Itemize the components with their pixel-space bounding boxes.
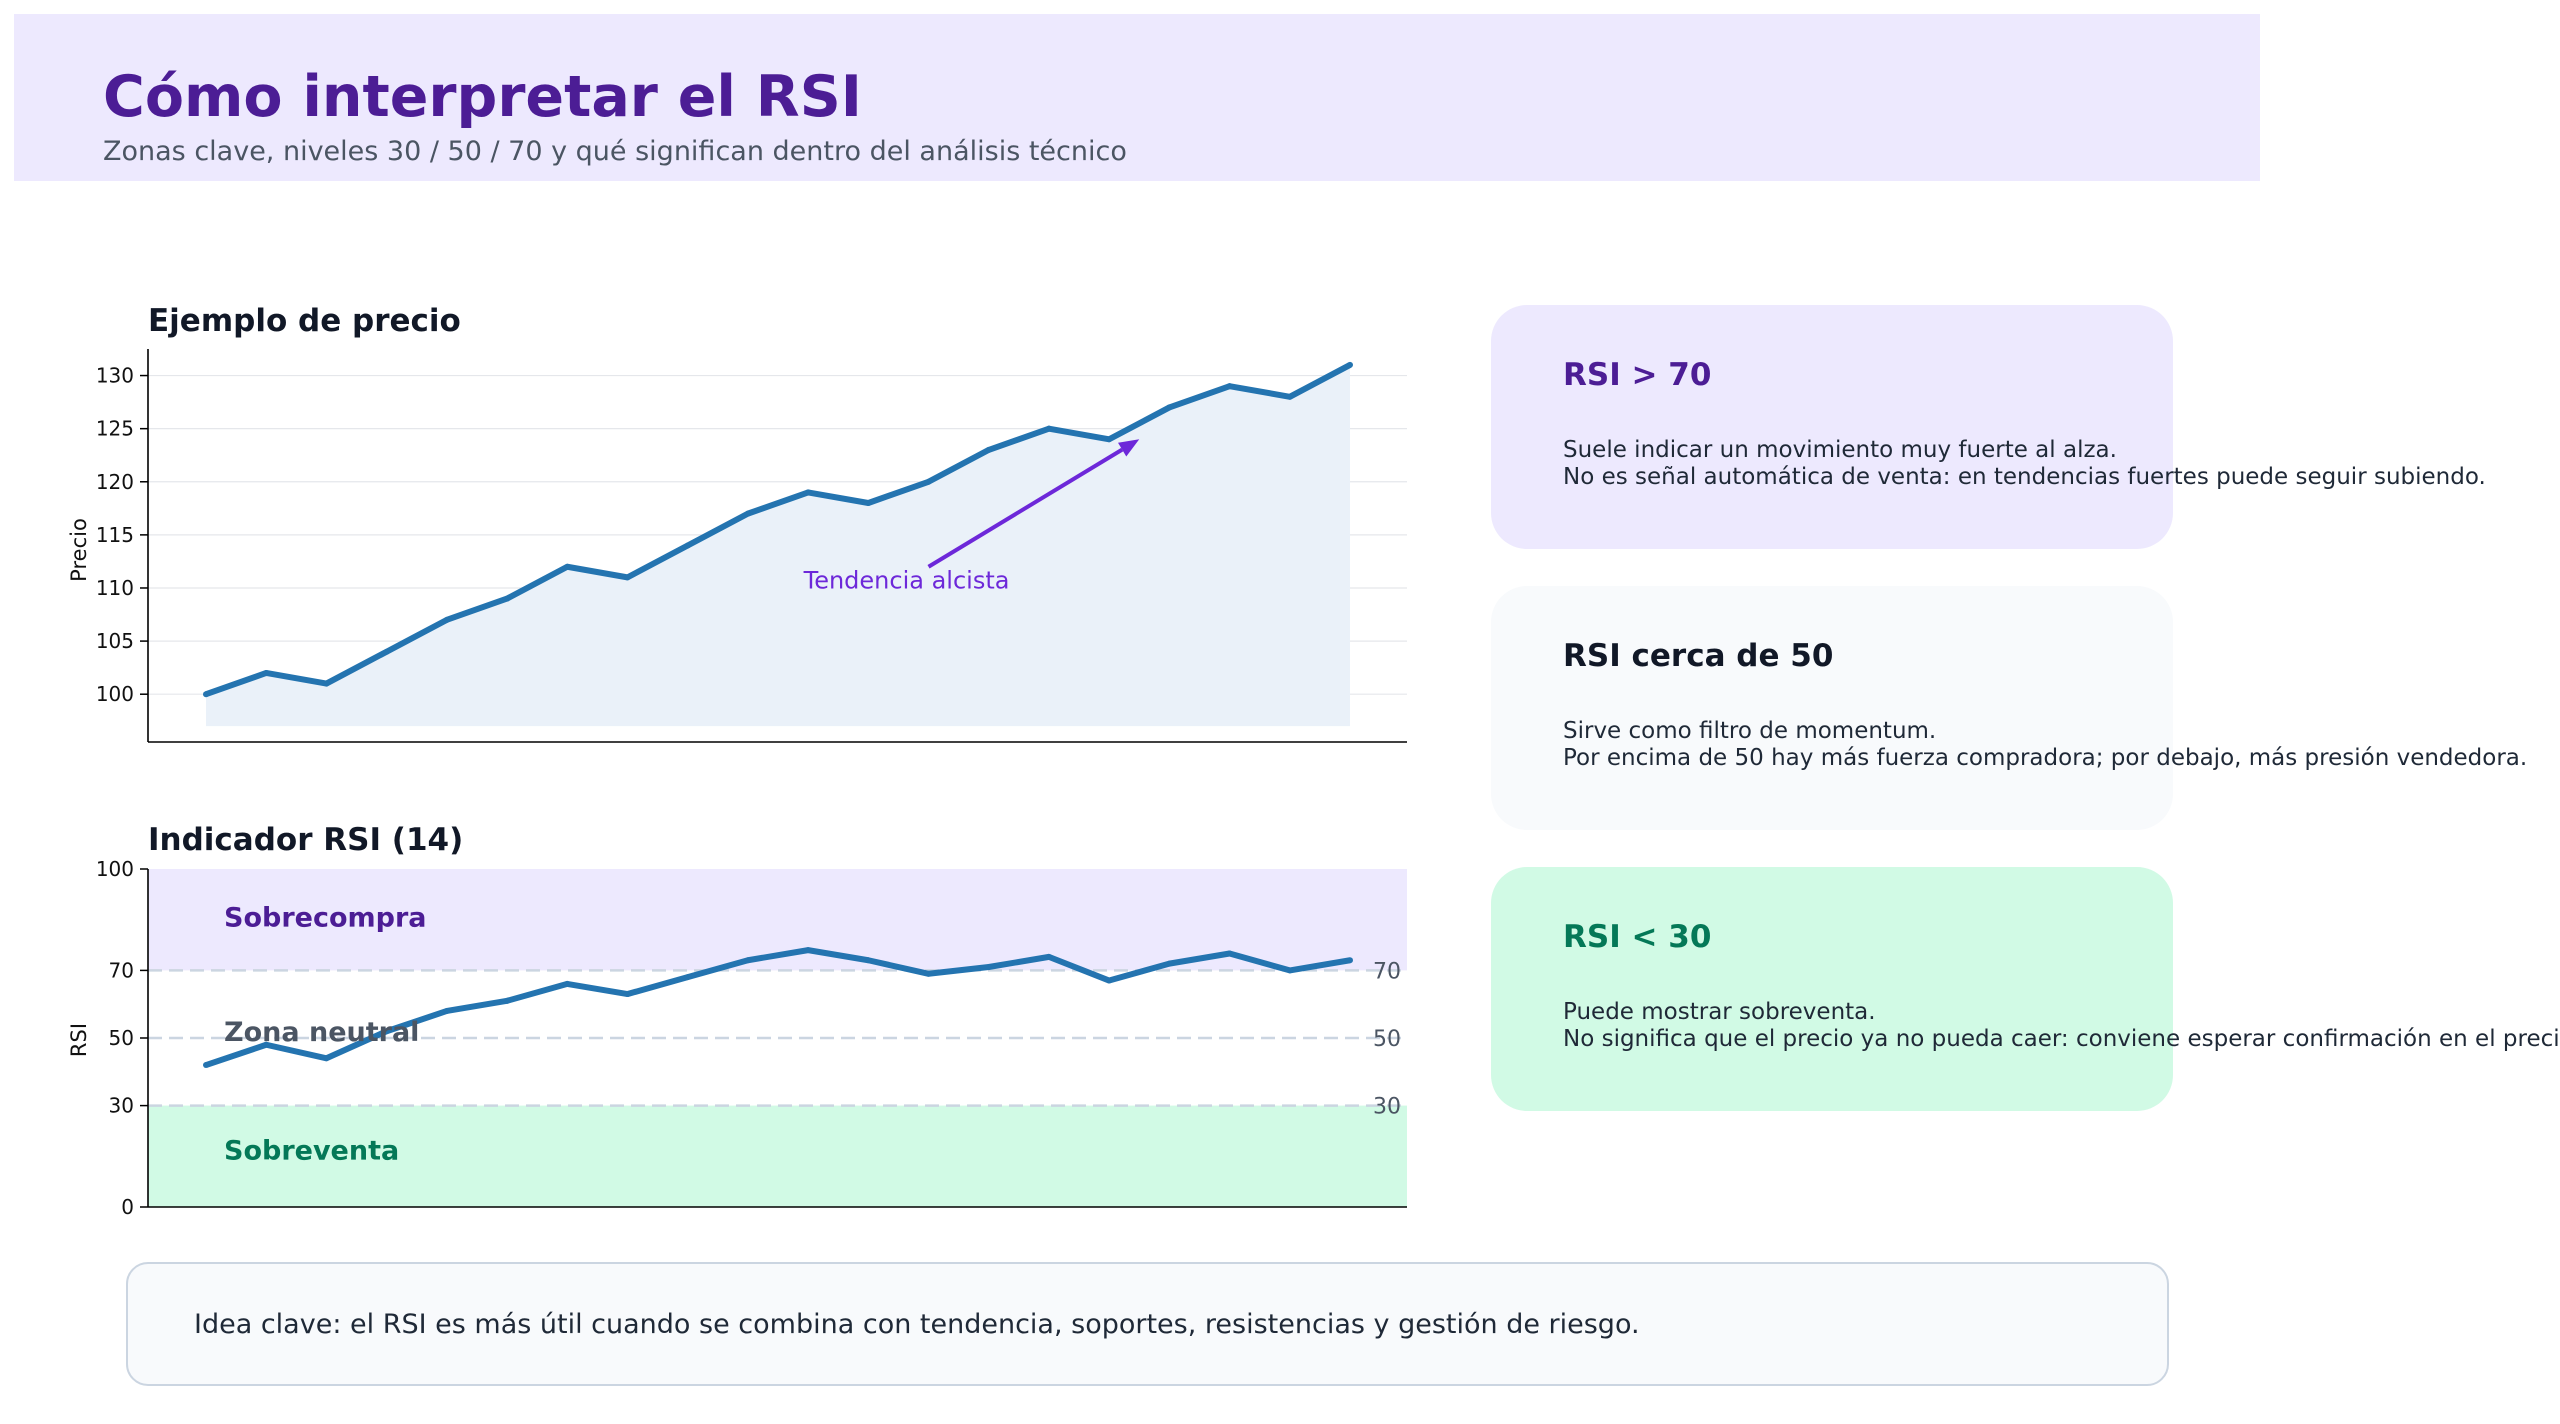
price-chart-title: Ejemplo de precio (148, 303, 461, 339)
rsi-series-line (205, 947, 1351, 1068)
price-tick-label: 105 (96, 629, 134, 653)
price-point (865, 500, 872, 507)
rsi-point (323, 1055, 330, 1062)
rsi-ylabel: RSI (67, 1023, 91, 1057)
price-tick-label: 115 (96, 523, 134, 547)
rsi-point (564, 980, 571, 987)
card-neutral-title: RSI cerca de 50 (1563, 638, 1834, 674)
rsi-point (1226, 950, 1233, 957)
rsi-point (443, 1007, 450, 1014)
price-tick-label: 125 (96, 417, 134, 441)
rsi-level-label: 50 (1373, 1027, 1401, 1052)
rsi-point (1166, 960, 1173, 967)
card-overbought: RSI > 70 Suele indicar un movimiento muy… (1491, 305, 2486, 549)
rsi-tick-label: 100 (96, 857, 134, 881)
rsi-point (504, 997, 511, 1004)
price-point (624, 574, 631, 581)
key-idea-text: Idea clave: el RSI es más útil cuando se… (194, 1309, 1640, 1340)
price-ylabel: Precio (67, 518, 91, 582)
price-point (1106, 436, 1113, 443)
page-subtitle: Zonas clave, niveles 30 / 50 / 70 y qué … (103, 136, 1127, 167)
rsi-level-label: 30 (1373, 1095, 1401, 1120)
rsi-points (203, 947, 1353, 1069)
price-point (985, 446, 992, 453)
rsi-point (744, 957, 751, 964)
rsi-point (985, 964, 992, 971)
rsi-point (865, 957, 872, 964)
rsi-point (1106, 977, 1113, 984)
rsi-point (805, 947, 812, 954)
trend-arrow-head (1118, 439, 1140, 457)
rsi-point (1286, 967, 1293, 974)
rsi-tick-label: 50 (109, 1026, 134, 1050)
price-ticks: 100 105 110 115 120 125 130 (96, 364, 148, 706)
page-title: Cómo interpretar el RSI (103, 64, 862, 130)
card-oversold-title: RSI < 30 (1563, 919, 1712, 955)
price-point (1045, 425, 1052, 432)
oversold-zone (148, 1105, 1407, 1207)
rsi-tick-label: 70 (109, 958, 134, 982)
trend-annotation: Tendencia alcista (803, 439, 1140, 595)
card-overbought-line-1: Suele indicar un movimiento muy fuerte a… (1563, 437, 2117, 463)
trend-arrow-line (927, 447, 1124, 569)
price-point (925, 478, 932, 485)
key-idea-box: Idea clave: el RSI es más útil cuando se… (126, 1262, 2169, 1386)
price-point (383, 648, 390, 655)
price-point (504, 595, 511, 602)
header-banner: Cómo interpretar el RSI Zonas clave, niv… (14, 14, 2260, 181)
price-tick-label: 120 (96, 470, 134, 494)
price-point (1347, 361, 1353, 368)
rsi-point (203, 1062, 209, 1069)
price-point (805, 489, 812, 496)
price-point (323, 680, 330, 687)
card-oversold-line-2: No significa que el precio ya no pueda c… (1563, 1026, 2560, 1052)
price-point (263, 669, 270, 676)
trend-annotation-label: Tendencia alcista (803, 567, 1010, 595)
card-overbought-line-2: No es señal automática de venta: en tend… (1563, 464, 2486, 490)
price-series-line (205, 362, 1352, 698)
card-neutral-line-1: Sirve como filtro de momentum. (1563, 718, 1937, 744)
card-neutral-line-2: Por encima de 50 hay más fuerza comprado… (1563, 745, 2528, 771)
price-point (443, 616, 450, 623)
price-area (206, 364, 1350, 727)
price-tick-label: 100 (96, 682, 134, 706)
price-points (203, 361, 1353, 698)
card-oversold: RSI < 30 Puede mostrar sobreventa. No si… (1491, 867, 2560, 1111)
price-point (1166, 404, 1173, 411)
neutral-zone-label: Zona neutral (224, 1017, 419, 1048)
rsi-point (1347, 957, 1353, 964)
rsi-tick-label: 30 (109, 1094, 134, 1118)
price-tick-label: 130 (96, 364, 134, 388)
price-chart: Ejemplo de precio 100105110115120125130 … (67, 303, 1407, 743)
rsi-chart-title: Indicador RSI (14) (148, 822, 463, 858)
overbought-zone-label: Sobrecompra (224, 902, 427, 933)
rsi-tick-label: 0 (121, 1195, 134, 1219)
price-point (684, 542, 691, 549)
rsi-point (383, 1028, 390, 1035)
price-point (564, 563, 571, 570)
price-point (1226, 383, 1233, 390)
rsi-point (1045, 953, 1052, 960)
price-point (203, 691, 209, 698)
oversold-zone-label: Sobreventa (224, 1136, 399, 1167)
rsi-point (624, 991, 631, 998)
price-tick-label: 110 (96, 576, 134, 600)
price-point (744, 510, 751, 517)
rsi-point (925, 970, 932, 977)
rsi-ticks: 0 30 50 70 100 (96, 857, 148, 1219)
card-neutral: RSI cerca de 50 Sirve como filtro de mom… (1491, 586, 2527, 830)
card-overbought-title: RSI > 70 (1563, 357, 1712, 393)
rsi-chart: Indicador RSI (14) Sobrecompra Zona neut… (67, 822, 1407, 1219)
rsi-point (263, 1041, 270, 1048)
price-point (1286, 393, 1293, 400)
rsi-level-labels: 70 50 30 (1373, 959, 1401, 1119)
rsi-point (684, 974, 691, 981)
rsi-level-label: 70 (1373, 959, 1401, 984)
card-oversold-line-1: Puede mostrar sobreventa. (1563, 999, 1876, 1025)
